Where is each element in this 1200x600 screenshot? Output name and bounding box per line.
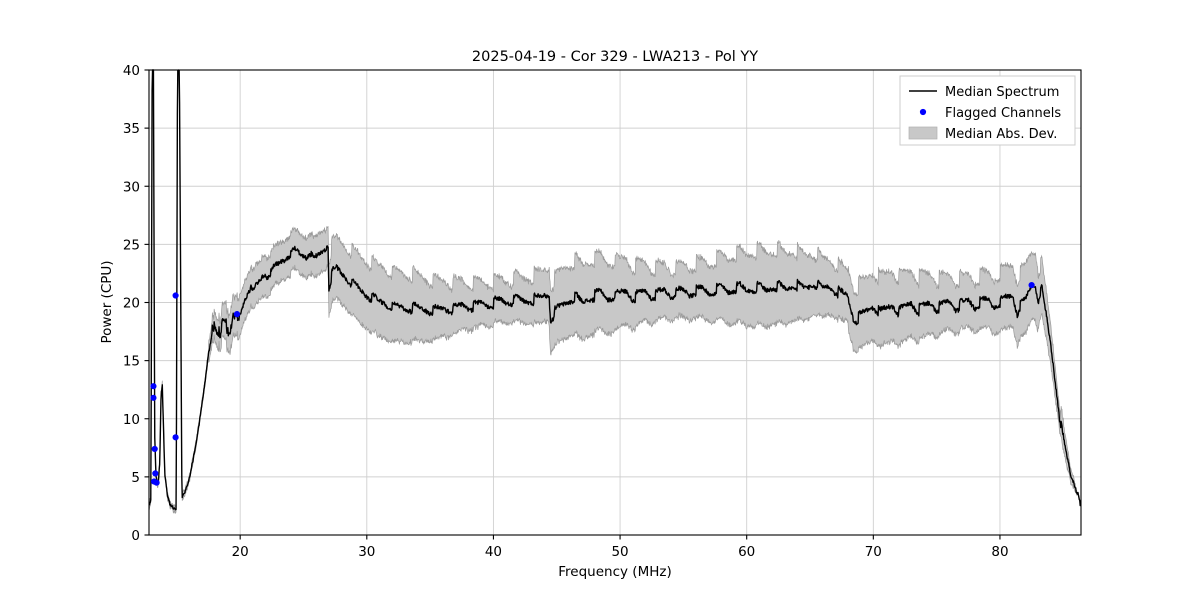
y-tick-label: 30 [123,179,140,195]
x-tick-label: 50 [611,544,628,560]
legend-label: Median Abs. Dev. [945,127,1057,142]
flagged-channel-point [152,470,159,477]
page-title: 2025-04-19 - Cor 329 - LWA213 - Pol YY [472,49,758,65]
x-tick-label: 30 [358,544,375,560]
y-tick-label: 40 [123,63,140,79]
legend-label: Flagged Channels [945,106,1061,121]
y-tick-label: 25 [123,237,140,253]
y-tick-label: 0 [131,528,140,544]
flagged-channel-point [172,292,179,299]
y-tick-label: 15 [123,354,140,370]
flagged-channel-point [153,479,160,486]
flagged-channel-point [150,394,157,401]
y-axis-ticks: 0 5 10 15 20 25 30 35 40 [123,63,149,544]
x-tick-label: 20 [232,544,249,560]
y-tick-label: 5 [131,470,140,486]
y-tick-label: 20 [123,296,140,312]
y-axis-label: Power (CPU) [99,260,115,343]
flagged-channel-point [233,311,241,318]
median-spectrum-line [148,69,1081,511]
flagged-channel-point [151,445,158,453]
y-tick-label: 10 [123,412,140,428]
flagged-channel-point [1028,281,1035,289]
y-tick-label: 35 [123,121,140,137]
flagged-channels-points [150,281,1035,486]
x-tick-label: 70 [865,544,882,560]
legend-label: Median Spectrum [945,85,1059,100]
x-tick-label: 80 [991,544,1008,560]
x-tick-label: 60 [738,544,755,560]
flagged-channel-point [150,383,157,390]
chart-legend[interactable]: Median Spectrum Flagged Channels Median Ab… [899,75,1076,146]
x-axis-ticks: 20 30 40 50 60 70 80 [232,535,1009,560]
x-tick-label: 40 [485,544,502,560]
x-axis-label: Frequency (MHz) [558,564,671,580]
flagged-channel-point [172,434,179,441]
